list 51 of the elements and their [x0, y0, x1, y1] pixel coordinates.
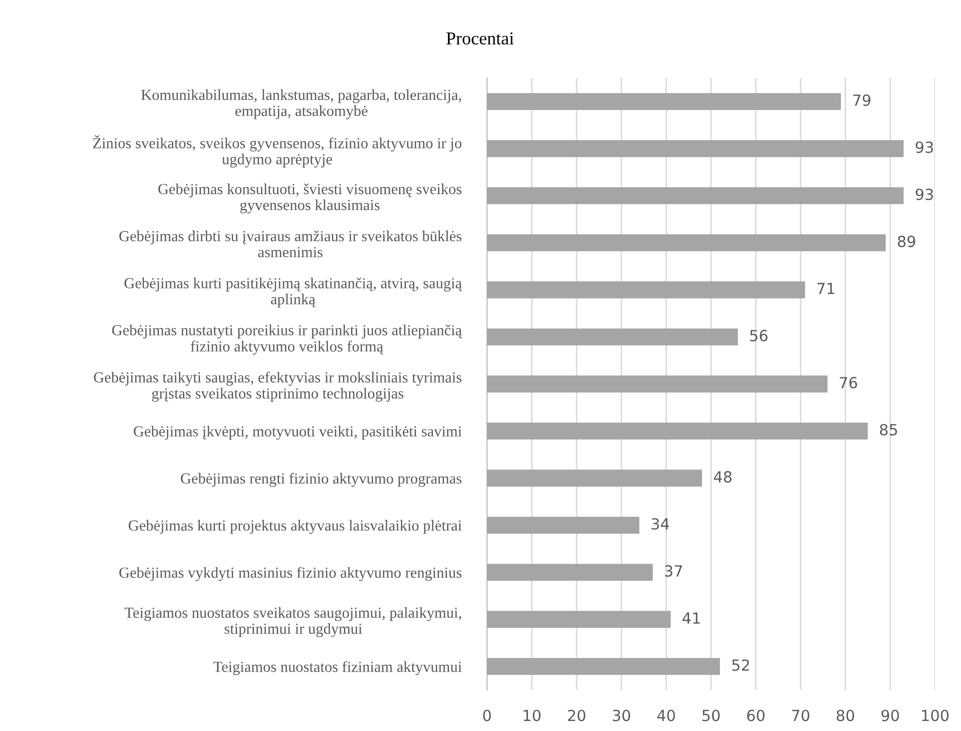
data-label: 41 [682, 612, 700, 624]
chart-title: Procentai [446, 32, 514, 45]
data-label: 52 [732, 659, 749, 671]
bar [487, 658, 720, 675]
data-label: 48 [714, 471, 732, 483]
y-tick-label: Gebėjimas kurti projektus aktyvaus laisvalaikio plėtrai [128, 520, 462, 534]
y-tick-label: Gebėjimas vykdyti masinius fizinio aktyvumo renginius [119, 566, 462, 581]
bar [487, 376, 828, 392]
data-label: 56 [750, 330, 768, 342]
x-tick-label: 100 [922, 710, 949, 722]
y-tick-label: Gebėjimas įkvėpti, motyvuoti veikti, pasitikėti savimi [134, 426, 462, 440]
x-tick-label: 40 [657, 710, 675, 722]
y-tick-label: Teigiamos nuostatos fiziniam aktyvumui [213, 661, 462, 676]
x-tick-label: 60 [747, 710, 765, 722]
y-tick-label: Gebėjimas nustatyti poreikius ir parinkti juos atliepiančią fizinio aktyvumo veiklos formą [112, 324, 462, 355]
bar [487, 140, 904, 158]
data-label: 76 [840, 376, 858, 388]
data-label: 93 [916, 141, 933, 154]
x-tick-label: 10 [524, 710, 541, 722]
y-tick-label: Gebėjimas kurti pasitikėjimą skatinančią, atvirą, saugią aplinką [124, 278, 462, 308]
bar [487, 281, 806, 298]
bar [487, 470, 702, 487]
y-tick-label: Gebėjimas konsultuoti, šviesti visuomenę sveikos gyvensenos klausimais [158, 183, 462, 214]
data-label: 79 [853, 94, 870, 106]
x-tick-label: 0 [483, 710, 491, 722]
x-tick-label: 30 [612, 710, 630, 722]
bar [487, 422, 868, 440]
x-tick-label: 90 [881, 710, 899, 722]
x-tick-label: 20 [568, 710, 586, 722]
y-tick-label: Gebėjimas taikyti saugias, efektyvias ir moksliniais tyrimais grįstas sveikatos stiprinimo technologijas [94, 372, 462, 402]
y-tick-label: Teigiamos nuostatos sveikatos saugojimui, palaikymui, stiprinimui ir ugdymui [124, 607, 462, 638]
x-tick-label: 70 [792, 710, 810, 722]
x-tick-label: 80 [836, 710, 854, 722]
bar [487, 564, 653, 581]
y-tick-label: Gebėjimas rengti fizinio aktyvumo programas [180, 472, 462, 487]
data-label: 93 [916, 188, 933, 200]
data-label: 89 [898, 236, 916, 248]
bar [487, 187, 904, 204]
x-tick-label: 50 [702, 710, 720, 722]
y-tick-label: Komunikabilumas, lankstumas, pagarba, tolerancija, empatija, atsakomybė [141, 89, 462, 120]
data-label: 37 [665, 565, 682, 577]
bar [487, 610, 671, 628]
data-label: 34 [652, 518, 670, 530]
data-label: 71 [817, 282, 834, 294]
bar [487, 516, 640, 534]
bar [487, 328, 738, 346]
y-tick-label: Gebėjimas dirbti su įvairaus amžiaus ir sveikatos būklės asmenimis [119, 230, 462, 258]
data-label: 85 [880, 424, 898, 436]
bar [487, 93, 841, 110]
y-tick-label: Žinios sveikatos, sveikos gyvensenos, fizinio aktyvumo ir jo ugdymo aprėptyje [93, 135, 462, 168]
bar [487, 234, 886, 252]
